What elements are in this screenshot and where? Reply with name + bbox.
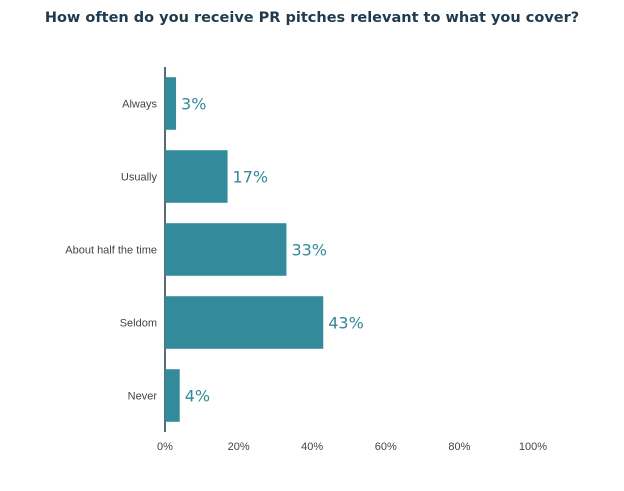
- bar-never: [165, 369, 180, 422]
- bar-seldom: [165, 296, 324, 349]
- data-label: 4%: [185, 387, 210, 406]
- x-tick-label: 40%: [301, 441, 323, 453]
- bar-about-half-the-time: [165, 223, 287, 276]
- category-labels: Always Usually About half the time Seldom Ne…: [65, 99, 157, 403]
- x-tick-labels: 0% 20% 40% 60% 80% 100%: [157, 441, 547, 453]
- bars-layer: [165, 77, 324, 422]
- data-label: 43%: [328, 314, 364, 333]
- bar-usually: [165, 150, 228, 203]
- chart-title: How often do you receive PR pitches rele…: [44, 10, 580, 26]
- data-label: 33%: [291, 241, 327, 260]
- category-label: Never: [128, 391, 158, 403]
- category-label: About half the time: [65, 245, 157, 257]
- data-label: 17%: [233, 168, 269, 187]
- data-labels: 3% 17% 33% 43% 4%: [181, 95, 364, 406]
- category-label: Usually: [121, 172, 158, 184]
- x-tick-label: 60%: [375, 441, 397, 453]
- data-label: 3%: [181, 95, 206, 114]
- category-label: Seldom: [120, 318, 157, 330]
- x-tick-label: 20%: [228, 441, 250, 453]
- x-tick-label: 80%: [448, 441, 470, 453]
- bar-always: [165, 77, 177, 130]
- category-label: Always: [122, 99, 157, 111]
- x-tick-label: 100%: [519, 441, 547, 453]
- x-tick-label: 0%: [157, 441, 173, 453]
